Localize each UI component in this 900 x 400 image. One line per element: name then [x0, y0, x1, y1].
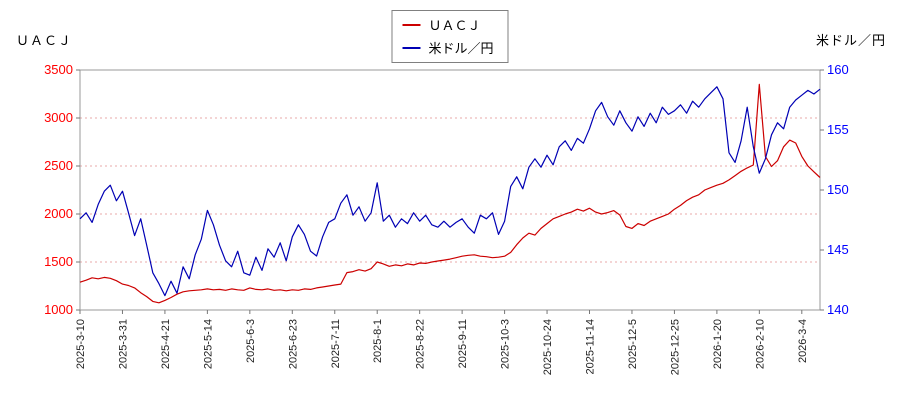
- x-axis-tick-label: 2025-6-23: [287, 319, 299, 369]
- right-axis-title: 米ドル／円: [815, 33, 886, 48]
- x-axis-tick-label: 2026-1-20: [712, 319, 724, 369]
- x-axis-tick-label: 2025-8-22: [415, 319, 427, 369]
- x-axis-tick-label: 2025-6-3: [245, 319, 257, 363]
- x-axis-tick-label: 2025-4-21: [160, 319, 172, 369]
- x-axis-tick-label: 2025-3-10: [75, 319, 87, 369]
- right-axis-tick-label: 160: [827, 62, 849, 77]
- uacj-series-line: [79, 83, 821, 304]
- usdjpy-series-line: [79, 86, 821, 297]
- left-axis-tick-label: 3000: [44, 110, 73, 125]
- x-axis-tick-label: 2025-7-11: [330, 319, 342, 368]
- left-axis-tick-label: 2500: [44, 158, 73, 173]
- x-axis-tick-label: 2025-12-5: [627, 319, 639, 369]
- legend-item-usdjpy: 米ドル／円: [402, 38, 494, 57]
- x-axis-tick-label: 2025-9-11: [457, 319, 469, 368]
- x-axis-tick-label: 2025-5-14: [202, 319, 214, 369]
- legend-label-uacj: ＵＡＣＪ: [428, 18, 481, 33]
- right-axis-tick-label: 140: [827, 302, 849, 317]
- x-axis-tick-label: 2025-3-31: [117, 319, 129, 369]
- left-axis-tick-label: 3500: [44, 62, 73, 77]
- left-axis-tick-label: 1000: [44, 302, 73, 317]
- left-axis-tick-label: 1500: [44, 254, 73, 269]
- legend-label-usdjpy: 米ドル／円: [428, 41, 494, 56]
- right-axis-tick-label: 145: [827, 242, 849, 257]
- x-axis-tick-label: 2025-10-3: [500, 319, 512, 369]
- usdjpy-line-swatch: [402, 46, 421, 49]
- x-axis-tick-label: 2026-2-10: [754, 319, 766, 369]
- uacj-line-swatch: [402, 23, 421, 26]
- left-axis-tick-label: 2000: [44, 206, 73, 221]
- x-axis-tick-label: 2025-11-14: [585, 319, 597, 374]
- x-axis-tick-label: 2026-3-4: [797, 319, 809, 363]
- x-axis-tick-label: 2025-12-25: [669, 319, 681, 375]
- legend: ＵＡＣＪ 米ドル／円: [391, 10, 509, 63]
- right-axis-tick-label: 155: [827, 122, 849, 137]
- legend-item-uacj: ＵＡＣＪ: [402, 15, 493, 34]
- right-axis-tick-label: 150: [827, 182, 849, 197]
- x-axis-tick-label: 2025-10-24: [542, 319, 554, 375]
- left-axis-title: ＵＡＣＪ: [16, 33, 73, 48]
- x-axis-tick-label: 2025-8-1: [372, 319, 384, 363]
